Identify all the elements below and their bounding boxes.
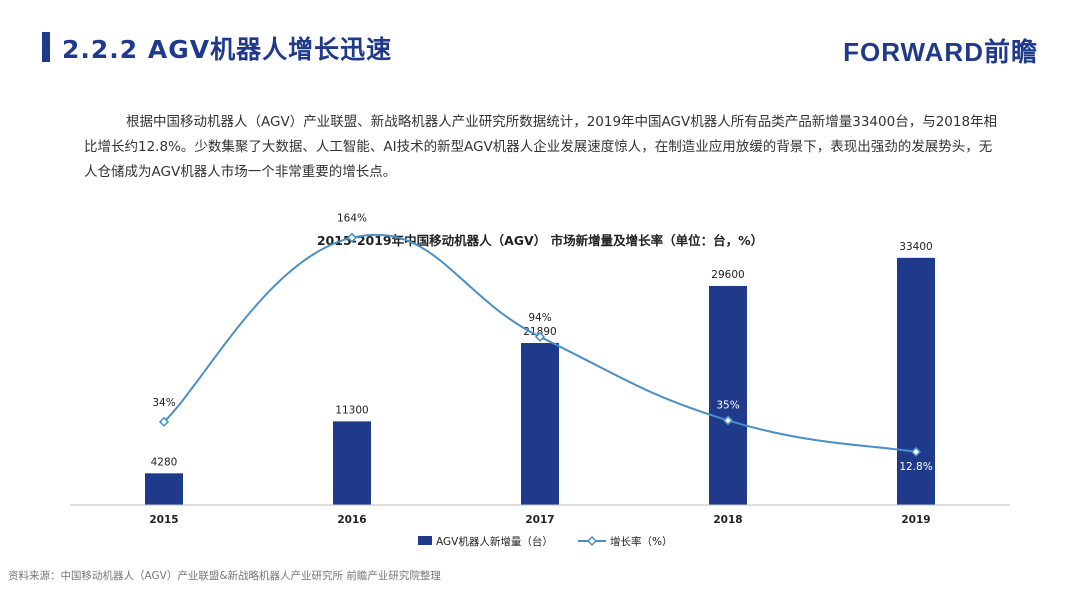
title-accent-bar <box>42 32 50 62</box>
growth-value-label: 35% <box>716 399 739 411</box>
growth-value-label: 94% <box>528 312 551 324</box>
x-tick-label: 2019 <box>901 514 930 526</box>
x-tick-label: 2017 <box>525 514 554 526</box>
bar-value-label: 33400 <box>899 241 932 253</box>
x-tick-label: 2016 <box>337 514 366 526</box>
x-tick-label: 2018 <box>713 514 742 526</box>
growth-marker <box>910 446 922 457</box>
legend-line-marker <box>586 535 598 547</box>
bar-2018 <box>709 285 747 505</box>
chart-legend: AGV机器人新增量（台） 增长率（%） <box>418 535 672 548</box>
x-tick-labels: 2015 2016 2017 2018 2019 <box>149 514 930 526</box>
growth-rate-labels: 34% 164% 94% 35% 12.8% <box>152 213 932 473</box>
bar-series <box>145 257 935 505</box>
growth-value-label: 34% <box>152 397 175 409</box>
growth-rate-line <box>163 233 917 453</box>
chart-title: 2015-2019年中国移动机器人（AGV） 市场新增量及增长率（单位：台，%） <box>316 233 764 248</box>
bar-2016 <box>333 421 371 505</box>
bar-value-label: 29600 <box>711 269 744 281</box>
growth-value-label: 164% <box>337 213 367 225</box>
intro-paragraph: 根据中国移动机器人（AGV）产业联盟、新战略机器人产业研究所数据统计，2019年… <box>84 114 998 180</box>
bar-labels: 428011300218902960033400 <box>151 241 933 468</box>
bar-value-label: 4280 <box>151 456 178 468</box>
growth-marker <box>534 331 546 342</box>
growth-rate-markers <box>158 232 922 457</box>
legend-bar-swatch <box>418 536 432 545</box>
bar-2017 <box>521 343 559 505</box>
bar-value-label: 11300 <box>335 404 368 416</box>
source-note: 资料来源：中国移动机器人（AGV）产业联盟&新战略机器人产业研究所 前瞻产业研究… <box>8 570 441 582</box>
x-tick-label: 2015 <box>149 514 178 526</box>
growth-marker <box>346 232 358 243</box>
growth-value-label: 12.8% <box>899 461 932 473</box>
growth-marker <box>722 415 734 426</box>
legend-line-label: 增长率（%） <box>610 535 672 548</box>
growth-marker <box>158 416 170 427</box>
forward-logo: FORWARD前瞻 <box>843 37 1038 67</box>
legend-bar-label: AGV机器人新增量（台） <box>436 535 553 548</box>
bar-2019 <box>897 257 935 505</box>
page-title: 2.2.2 AGV机器人增长迅速 <box>62 35 393 64</box>
bar-2015 <box>145 473 183 505</box>
